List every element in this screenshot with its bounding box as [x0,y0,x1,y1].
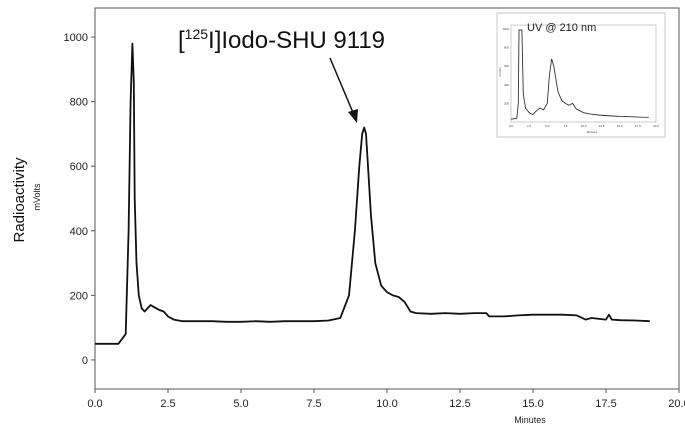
x-tick-label: 17.5 [595,398,616,410]
inset-x-tick-label: 0.0 [509,124,514,128]
inset-y-tick-label: 200 [504,101,509,105]
peak-annotation-prefix: [ [178,27,185,54]
uv-trace [510,29,649,120]
y-tick-label: 800 [70,97,88,109]
inset-ticks: 0.0 2.5 5.0 7.5 10.0 12.5 15.0 17.5 20.0 200 400 60… [502,27,659,128]
inset-x-tick-label: 2.5 [527,124,532,128]
y-tick-label: 1000 [64,32,88,44]
x-tick-label: 10.0 [376,398,397,410]
inset-x-tick-label: 20.0 [653,124,659,128]
inset-y-tick-label: 600 [504,64,509,68]
x-axis-ticks: 0.0 2.5 5.0 7.5 10.0 12.5 15.0 17.5 20.0 [87,389,685,410]
x-tick-label: 7.5 [306,398,321,410]
y-tick-label: 0 [82,355,88,367]
radioactivity-trace [95,42,650,345]
x-tick-label: 15.0 [522,398,543,410]
y-axis-title: Radioactivity [11,157,28,243]
inset-title: UV @ 210 nm [527,22,596,34]
x-tick-label: 2.5 [160,398,175,410]
uv-inset: UV @ 210 nm 0.0 2.5 5.0 7.5 10.0 12.5 15.0 17.5… [496,12,666,138]
inset-x-tick-label: 15.0 [617,124,623,128]
y-tick-label: 400 [70,226,88,238]
peak-annotation-name: I]Iodo-SHU 9119 [208,27,385,54]
inset-x-tick-label: 12.5 [599,124,605,128]
y-tick-label: 200 [70,290,88,302]
x-tick-label: 0.0 [87,398,102,410]
inset-x-tick-label: 10.0 [581,124,587,128]
inset-x-tick-label: 5.0 [545,124,550,128]
annotation-arrow-head [348,109,358,123]
y-tick-label: 600 [70,161,88,173]
inset-plot-area [510,24,657,123]
x-axis-title: Minutes [514,415,546,425]
inset-x-label: Minutes [587,130,598,134]
inset-y-label: mVolts [498,67,502,77]
y-axis-ticks: 0 200 400 600 800 1000 [64,32,95,367]
x-tick-label: 12.5 [449,398,470,410]
annotation-arrow-line [329,57,355,116]
inset-y-tick-label: 1000 [502,27,509,31]
inset-y-tick-label: 800 [504,46,509,50]
x-tick-label: 20.0 [668,398,685,410]
y-axis-units: mVolts [32,183,42,211]
peak-annotation: [125I]Iodo-SHU 9119 [178,26,385,54]
inset-x-tick-label: 17.5 [635,124,641,128]
inset-y-tick-label: 400 [504,83,509,87]
x-tick-label: 5.0 [233,398,248,410]
peak-annotation-superscript: 125 [185,26,209,42]
inset-x-tick-label: 7.5 [563,124,568,128]
